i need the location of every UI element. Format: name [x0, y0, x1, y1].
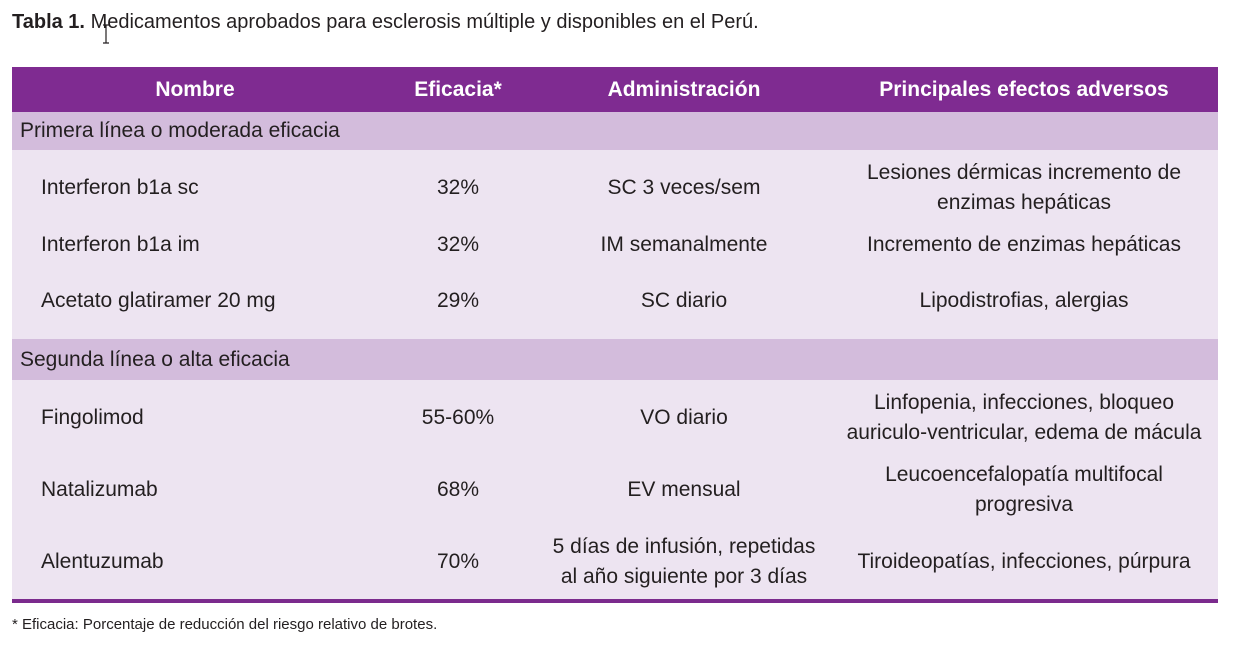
cell-efectos-adversos: Lesiones dérmicas incremento de enzimas …	[830, 158, 1218, 218]
cell-nombre: Natalizumab	[41, 478, 158, 501]
cell-administracion: SC 3 veces/sem	[607, 176, 761, 199]
cell-efectos-adversos: Incremento de enzimas hepáticas	[866, 232, 1181, 256]
table-caption: Tabla 1. Medicamentos aprobados para esc…	[12, 9, 759, 35]
cell-administracion: 5 días de infusión, repetidas al año sig…	[538, 532, 830, 592]
section-row-segunda-linea: Segunda línea o alta eficacia	[12, 339, 1218, 380]
caption-label: Tabla 1.	[12, 11, 85, 33]
table-row: Interferon b1a sc 32% SC 3 veces/sem Les…	[12, 150, 1218, 226]
cell-eficacia: 55-60%	[421, 406, 495, 429]
cell-eficacia: 68%	[436, 478, 480, 501]
caption-text: Medicamentos aprobados para esclerosis m…	[90, 11, 759, 33]
cell-eficacia: 32%	[436, 176, 480, 199]
cell-line: enzimas hepáticas	[937, 191, 1111, 214]
table-row: Interferon b1a im 32% IM semanalmente In…	[12, 226, 1218, 263]
header-administracion: Administración	[607, 77, 761, 101]
cell-eficacia: 70%	[436, 549, 480, 573]
header-efectos-adversos: Principales efectos adversos	[879, 77, 1169, 101]
table-header-row: Nombre Eficacia* Administración Principa…	[12, 67, 1218, 112]
cell-line: al año siguiente por 3 días	[560, 564, 808, 588]
cell-line: Linfopenia, infecciones, bloqueo	[873, 391, 1175, 414]
table-row: Fingolimod 55-60% VO diario Linfopenia, …	[12, 380, 1218, 456]
cell-line: Leucoencefalopatía multifocal	[885, 463, 1163, 486]
cell-eficacia: 32%	[436, 232, 480, 256]
cell-line: progresiva	[974, 493, 1074, 516]
table-row: Natalizumab 68% EV mensual Leucoencefalo…	[12, 456, 1218, 524]
table-row: Acetato glatiramer 20 mg 29% SC diario L…	[12, 263, 1218, 339]
header-nombre: Nombre	[155, 77, 235, 101]
cell-line: 5 días de infusión, repetidas	[552, 534, 816, 558]
table-footnote: * Eficacia: Porcentaje de reducción del …	[12, 616, 438, 633]
cell-efectos-adversos: Tiroideopatías, infecciones, púrpura	[857, 549, 1191, 573]
cell-eficacia: 29%	[436, 289, 480, 312]
cell-nombre: Interferon b1a sc	[41, 176, 199, 199]
cell-nombre: Acetato glatiramer 20 mg	[41, 289, 276, 312]
section-row-primera-linea: Primera línea o moderada eficacia	[12, 112, 1218, 150]
cell-administracion: EV mensual	[627, 478, 741, 501]
cell-efectos-adversos: Lipodistrofias, alergias	[919, 289, 1129, 312]
cell-line: Lesiones dérmicas incremento de	[867, 161, 1181, 184]
cell-administracion: VO diario	[640, 406, 728, 429]
cell-administracion: SC diario	[640, 289, 728, 312]
header-eficacia: Eficacia*	[414, 77, 502, 101]
cell-administracion: IM semanalmente	[600, 232, 768, 256]
cell-efectos-adversos: Leucoencefalopatía multifocal progresiva	[830, 460, 1218, 520]
table-row: Alentuzumab 70% 5 días de infusión, repe…	[12, 524, 1218, 599]
medications-table: Nombre Eficacia* Administración Principa…	[12, 67, 1218, 603]
cell-efectos-adversos: Linfopenia, infecciones, bloqueo auricul…	[830, 388, 1218, 448]
cell-nombre: Fingolimod	[41, 406, 144, 429]
cell-nombre: Alentuzumab	[41, 549, 164, 573]
cell-line: auriculo-ventricular, edema de mácula	[846, 421, 1202, 444]
cell-nombre: Interferon b1a im	[41, 232, 200, 256]
text-cursor-icon	[103, 24, 109, 44]
